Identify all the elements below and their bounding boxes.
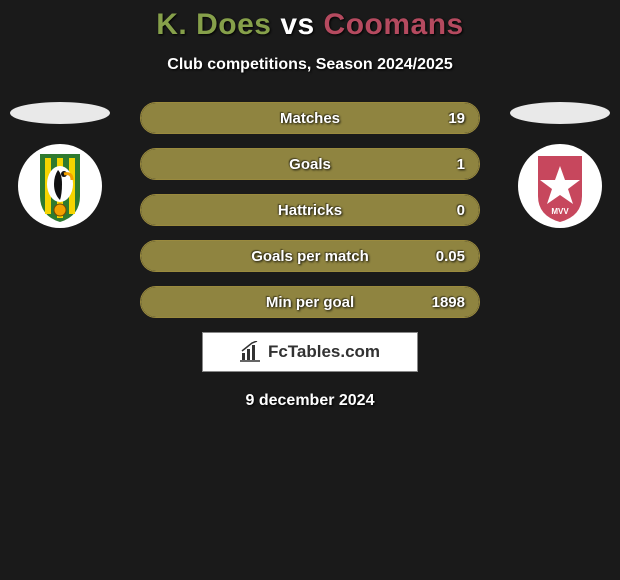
stat-label: Matches	[141, 103, 479, 133]
right-badge-column: MVV	[510, 102, 610, 228]
ado-den-haag-icon	[18, 144, 102, 228]
stat-value: 1	[457, 149, 465, 179]
vs-label: vs	[280, 8, 314, 41]
page-title: K. Does vs Coomans	[0, 8, 620, 42]
stat-row: Hattricks0	[140, 194, 480, 226]
brand-box[interactable]: FcTables.com	[202, 332, 418, 372]
comparison-card: K. Does vs Coomans Club competitions, Se…	[0, 0, 620, 410]
stat-value: 0.05	[436, 241, 465, 271]
mvv-icon: MVV	[518, 144, 602, 228]
subtitle: Club competitions, Season 2024/2025	[0, 56, 620, 74]
stat-value: 1898	[432, 287, 465, 317]
player1-name: K. Does	[156, 8, 271, 41]
stat-row: Min per goal1898	[140, 286, 480, 318]
svg-text:MVV: MVV	[551, 207, 569, 216]
stat-value: 0	[457, 195, 465, 225]
stats-area: MVV Matches19 Goals1 Hattricks0 Goals per m…	[0, 102, 620, 318]
club2-badge: MVV	[518, 144, 602, 228]
player2-name: Coomans	[324, 8, 464, 41]
stat-label: Goals per match	[141, 241, 479, 271]
stat-label: Hattricks	[141, 195, 479, 225]
player1-marker-ellipse	[10, 102, 110, 124]
stat-row: Goals per match0.05	[140, 240, 480, 272]
stats-rows: Matches19 Goals1 Hattricks0 Goals per match…	[140, 102, 480, 318]
date-label: 9 december 2024	[0, 392, 620, 410]
club1-badge	[18, 144, 102, 228]
brand-text: FcTables.com	[268, 342, 380, 362]
stat-row: Matches19	[140, 102, 480, 134]
stat-row: Goals1	[140, 148, 480, 180]
stat-label: Min per goal	[141, 287, 479, 317]
stat-label: Goals	[141, 149, 479, 179]
stat-value: 19	[448, 103, 465, 133]
left-badge-column	[10, 102, 110, 228]
player2-marker-ellipse	[510, 102, 610, 124]
bar-chart-icon	[240, 341, 262, 363]
